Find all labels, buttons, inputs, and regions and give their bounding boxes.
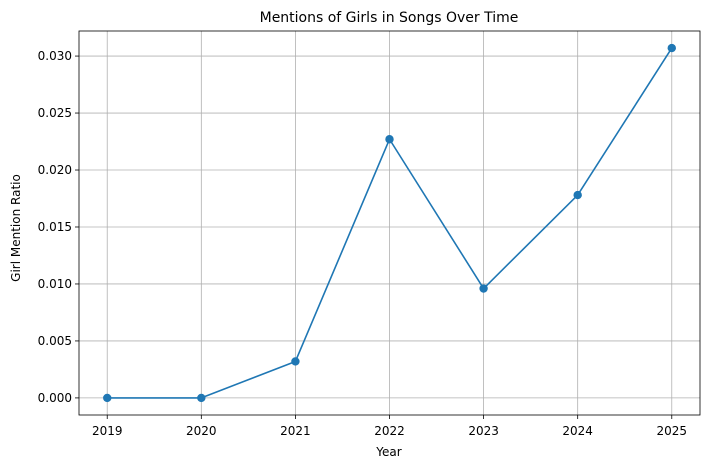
y-tick-label: 0.030 bbox=[38, 49, 72, 63]
y-tick-label: 0.010 bbox=[38, 277, 72, 291]
y-tick-label: 0.020 bbox=[38, 163, 72, 177]
x-tick-label: 2020 bbox=[186, 424, 217, 438]
x-tick-label: 2022 bbox=[374, 424, 405, 438]
data-point-2019 bbox=[103, 393, 112, 403]
data-point-2024 bbox=[573, 190, 582, 200]
chart-title: Mentions of Girls in Songs Over Time bbox=[260, 10, 519, 26]
data-points bbox=[103, 43, 676, 403]
y-tick-label: 0.005 bbox=[38, 334, 72, 348]
x-axis-ticks: 2019 2020 2021 2022 2023 2024 2025 bbox=[92, 415, 687, 438]
x-tick-label: 2023 bbox=[468, 424, 499, 438]
x-tick-label: 2019 bbox=[92, 424, 123, 438]
data-point-2021 bbox=[291, 357, 300, 366]
y-tick-label: 0.015 bbox=[38, 220, 72, 234]
x-tick-label: 2024 bbox=[562, 424, 593, 438]
data-point-2023 bbox=[479, 284, 488, 293]
y-axis-ticks: 0.000 0.005 0.010 0.015 0.020 0.025 0.030 bbox=[38, 49, 79, 405]
y-axis-label: Girl Mention Ratio bbox=[9, 174, 23, 282]
y-tick-label: 0.000 bbox=[38, 391, 72, 405]
y-tick-label: 0.025 bbox=[38, 106, 72, 120]
x-tick-label: 2025 bbox=[656, 424, 687, 438]
data-point-2020 bbox=[197, 393, 206, 403]
x-axis-label: Year bbox=[375, 445, 401, 459]
data-point-2025 bbox=[667, 43, 676, 53]
x-tick-label: 2021 bbox=[280, 424, 311, 438]
data-point-2022 bbox=[385, 135, 394, 144]
